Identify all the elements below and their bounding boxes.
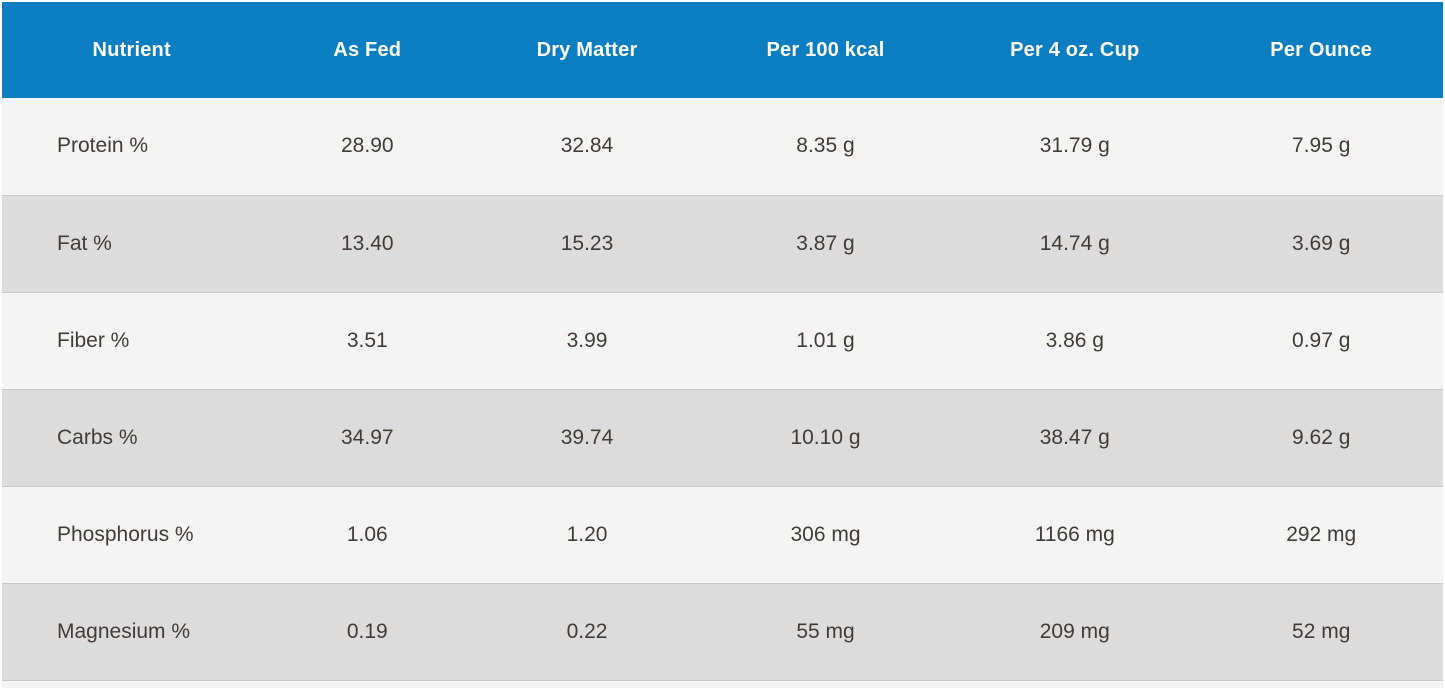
cell-per-4oz-cup: 31.79 g bbox=[1039, 134, 1110, 158]
cell-per-100-kcal: 55 mg bbox=[700, 582, 951, 681]
cell-as-fed: 1.06 bbox=[261, 485, 474, 583]
cell-per-ounce: 292 mg bbox=[1199, 485, 1443, 583]
cell-dry-matter: 39.74 bbox=[473, 388, 701, 486]
cell-per-ounce: 52 mg bbox=[1199, 582, 1443, 681]
cell-dry-matter: 3.99 bbox=[473, 291, 701, 389]
cell-per-4oz-cup: 1166 mg bbox=[950, 485, 1200, 583]
table-row-phosphorus: Phosphorus % 1.06 1.20 306 mg 1166 mg 29… bbox=[2, 485, 1443, 583]
column-header-nutrient: Nutrient bbox=[2, 2, 262, 98]
column-header-per-ounce: Per Ounce bbox=[1199, 2, 1443, 98]
table-row-fiber: Fiber % 3.51 3.99 1.01 g 3.86 g 0.97 g bbox=[2, 291, 1443, 389]
cell-dry-matter: 1.20 bbox=[473, 485, 701, 583]
table-row-magnesium: Magnesium % 0.19 0.22 55 mg 209 mg 52 mg bbox=[2, 582, 1443, 681]
cell-per-100-kcal: 306 mg bbox=[700, 485, 951, 583]
cell-per-4oz-cup: 3.86 g bbox=[950, 291, 1200, 389]
cell-per-ounce: 3.69 g bbox=[1199, 194, 1443, 292]
cell-as-fed: 3.51 bbox=[261, 291, 474, 389]
cell-per-ounce: 9.62 g bbox=[1199, 388, 1443, 486]
cell-per-4oz-cup: 14.74 g bbox=[950, 194, 1200, 292]
cell-per-4oz-cup: 38.47 g bbox=[950, 388, 1200, 486]
cell-per-ounce: 0.97 g bbox=[1199, 291, 1443, 389]
table-row-protein: Protein % 28.90 32.84 8.35 g 31.79 g 7.9… bbox=[2, 98, 1443, 195]
table-row-fat: Fat % 13.40 15.23 3.87 g 14.74 g 3.69 g bbox=[2, 194, 1443, 292]
cell-per-100-kcal: 8.35 g bbox=[796, 134, 855, 158]
cell-as-fed: 34.97 bbox=[261, 388, 474, 486]
cell-as-fed: 13.40 bbox=[261, 194, 474, 292]
cell-dry-matter: 0.22 bbox=[473, 582, 701, 681]
cell-per-ounce: 7.95 g bbox=[1292, 134, 1351, 158]
cell-nutrient-label: Phosphorus % bbox=[2, 485, 262, 583]
cell-nutrient-label: Fat % bbox=[2, 194, 262, 292]
cell-per-100-kcal: 10.10 g bbox=[700, 388, 951, 486]
column-header-per-100-kcal: Per 100 kcal bbox=[700, 2, 951, 98]
cell-per-100-kcal: 3.87 g bbox=[700, 194, 951, 292]
cell-as-fed: 28.90 bbox=[341, 134, 394, 158]
column-header-per-4oz-cup: Per 4 oz. Cup bbox=[950, 2, 1200, 98]
table-header-row: Nutrient As Fed Dry Matter Per 100 kcal … bbox=[2, 2, 1443, 98]
cell-per-4oz-cup: 209 mg bbox=[950, 582, 1200, 681]
cell-dry-matter: 15.23 bbox=[473, 194, 701, 292]
table-row-carbs: Carbs % 34.97 39.74 10.10 g 38.47 g 9.62… bbox=[2, 388, 1443, 486]
cell-as-fed: 0.19 bbox=[261, 582, 474, 681]
cell-per-100-kcal: 1.01 g bbox=[700, 291, 951, 389]
cell-dry-matter: 32.84 bbox=[560, 134, 614, 158]
cell-nutrient-label: Fiber % bbox=[2, 291, 262, 389]
cell-nutrient-label: Magnesium % bbox=[2, 582, 262, 681]
column-header-dry-matter: Dry Matter bbox=[473, 2, 701, 98]
cell-nutrient-label: Protein % bbox=[57, 134, 149, 158]
cell-nutrient-label: Carbs % bbox=[2, 388, 262, 486]
column-header-as-fed: As Fed bbox=[261, 2, 474, 98]
